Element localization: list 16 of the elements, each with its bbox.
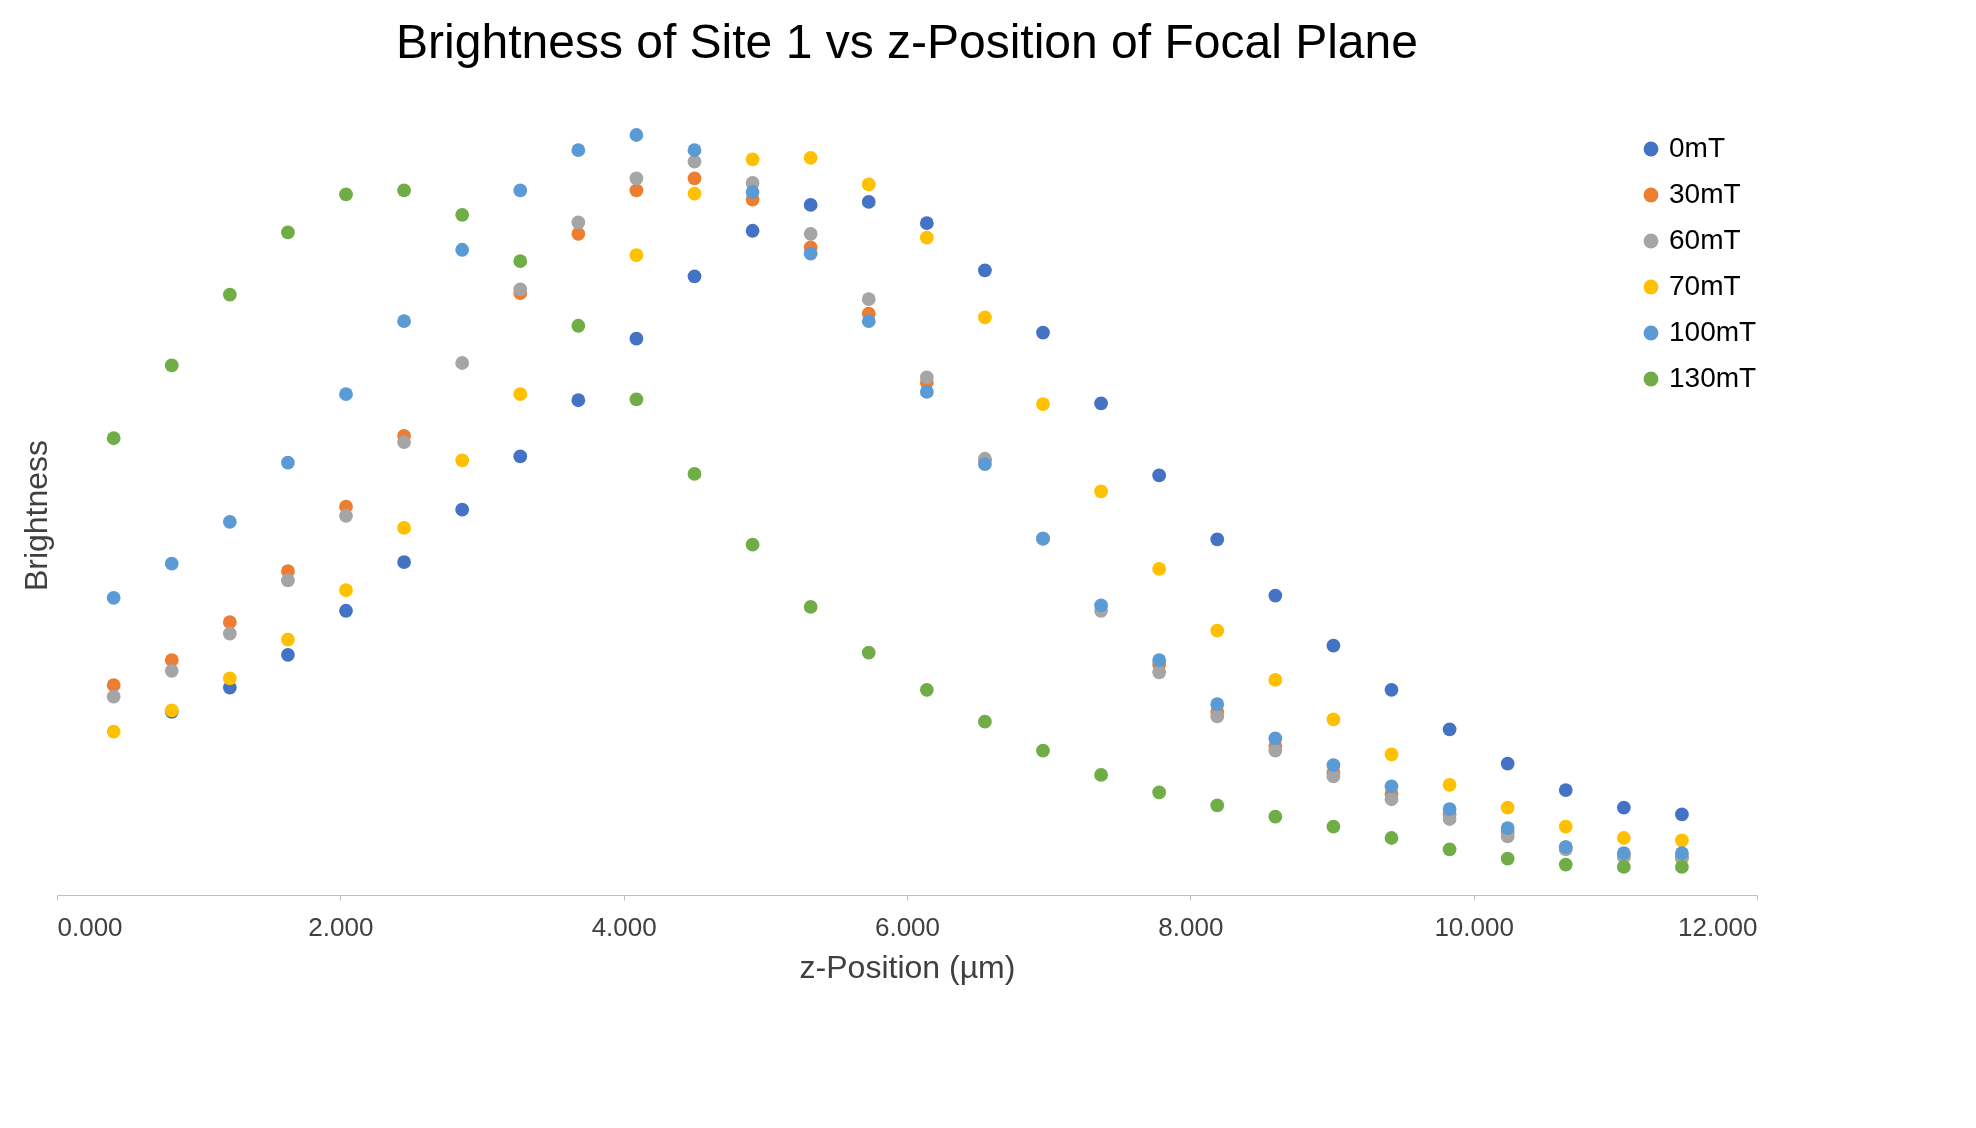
- chart-title: Brightness of Site 1 vs z-Position of Focal Plane: [396, 15, 1418, 69]
- legend-label: 30mT: [1669, 178, 1741, 209]
- legend-label: 0mT: [1669, 132, 1725, 163]
- x-tick-label: 2.000: [308, 911, 374, 942]
- x-tick-label: 6.000: [874, 911, 941, 942]
- legend-label: 60mT: [1669, 224, 1741, 255]
- x-tick-label: 4.000: [591, 911, 657, 942]
- x-axis-title: z-Position (µm): [799, 948, 1016, 985]
- legend-label: 100mT: [1669, 316, 1757, 347]
- x-tick-label: 0.000: [57, 911, 123, 942]
- legend-label: 130mT: [1669, 362, 1757, 393]
- x-tick-label: 12.000: [1677, 911, 1758, 942]
- x-tick-label: 10.000: [1434, 911, 1514, 942]
- y-axis-title: Brightness: [17, 439, 54, 592]
- legend-label: 70mT: [1669, 270, 1741, 301]
- x-tick-label: 8.000: [1158, 911, 1224, 942]
